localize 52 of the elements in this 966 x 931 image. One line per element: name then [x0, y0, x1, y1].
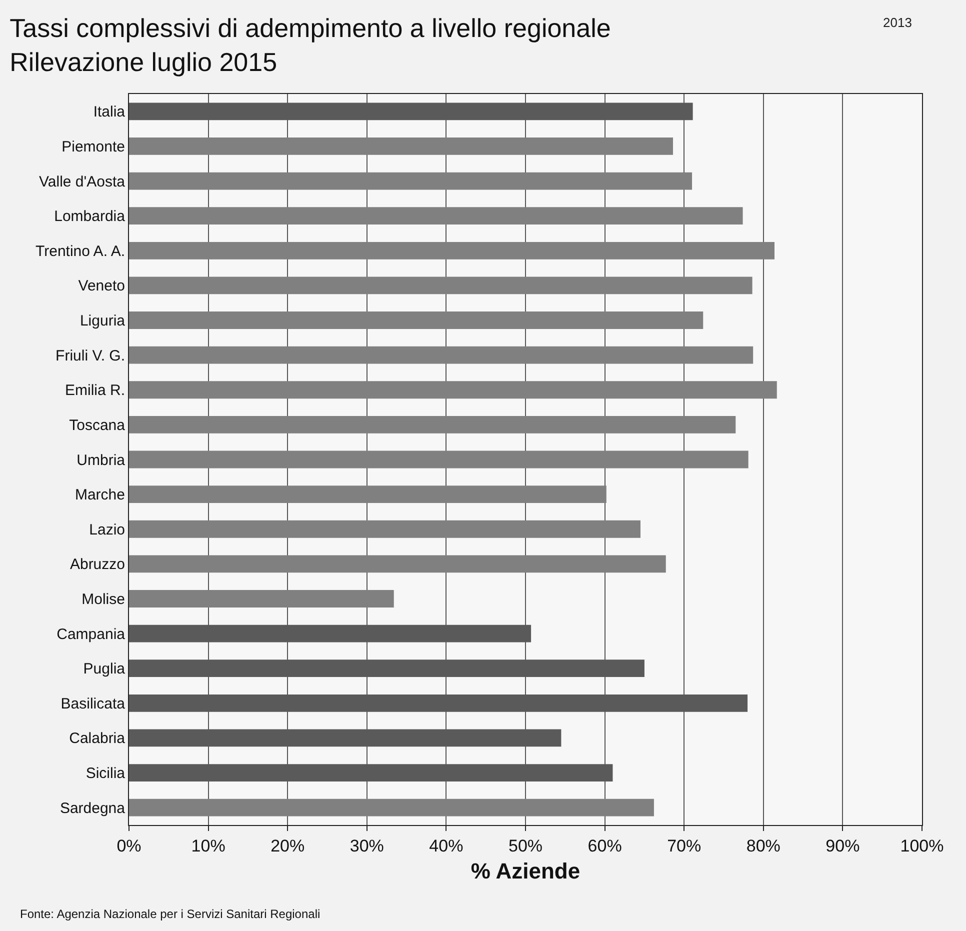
y-tick-label: Puglia	[83, 660, 126, 678]
bar	[129, 381, 777, 399]
chart-subtitle: Rilevazione luglio 2015	[10, 47, 278, 78]
y-tick-label: Trentino A. A.	[36, 242, 125, 260]
bar	[129, 207, 743, 225]
x-tick-label: 40%	[429, 836, 464, 856]
chart-title: Tassi complessivi di adempimento a livello regionale	[10, 13, 611, 44]
bar	[129, 312, 704, 329]
y-tick-label: Italia	[93, 104, 126, 121]
y-tick-label: Campania	[56, 626, 126, 643]
y-tick-label: Friuli V. G.	[56, 347, 125, 364]
source-note: Fonte: Agenzia Nazionale per i Servizi Sanitari Regionali	[20, 907, 320, 921]
y-tick-label: Valle d'Aosta	[39, 173, 126, 190]
x-axis-title: % Aziende	[470, 858, 580, 884]
y-tick-label: Lombardia	[54, 208, 126, 226]
bar	[129, 276, 752, 294]
y-tick-label: Piemonte	[62, 138, 125, 156]
y-tick-label: Veneto	[78, 278, 125, 295]
bar	[129, 520, 640, 538]
bar	[129, 590, 394, 608]
y-tick-label: Marche	[74, 486, 125, 504]
y-tick-label: Emilia R.	[64, 382, 125, 400]
x-tick-label: 60%	[588, 836, 622, 856]
y-tick-label: Toscana	[69, 416, 126, 434]
x-tick-label: 0%	[116, 836, 142, 856]
bar	[129, 138, 673, 155]
bar	[129, 450, 748, 468]
x-tick-label: 50%	[508, 836, 543, 856]
y-tick-label: Sicilia	[86, 765, 126, 782]
bar	[129, 416, 736, 434]
y-tick-label: Sardegna	[60, 800, 126, 817]
y-tick-label: Umbria	[76, 452, 126, 469]
bar	[129, 798, 654, 816]
bar	[129, 242, 774, 260]
x-tick-label: 70%	[667, 836, 702, 856]
bar	[129, 346, 754, 364]
bar	[129, 486, 606, 504]
x-tick-label: 10%	[191, 836, 226, 856]
y-tick-label: Lazio	[89, 521, 125, 538]
y-tick-label: Molise	[82, 590, 125, 608]
y-tick-label: Abruzzo	[70, 556, 125, 574]
bar	[129, 172, 692, 190]
y-tick-label: Basilicata	[60, 695, 126, 712]
bar	[129, 555, 666, 573]
x-tick-label: 100%	[900, 836, 944, 856]
x-tick-label: 80%	[746, 836, 780, 856]
text: 2013	[883, 15, 912, 30]
y-tick-label: Calabria	[69, 730, 126, 748]
y-tick-label: Liguria	[80, 312, 126, 330]
x-tick-label: 30%	[350, 836, 384, 856]
x-tick-label: 90%	[826, 836, 860, 856]
x-tick-label: 20%	[270, 836, 305, 856]
